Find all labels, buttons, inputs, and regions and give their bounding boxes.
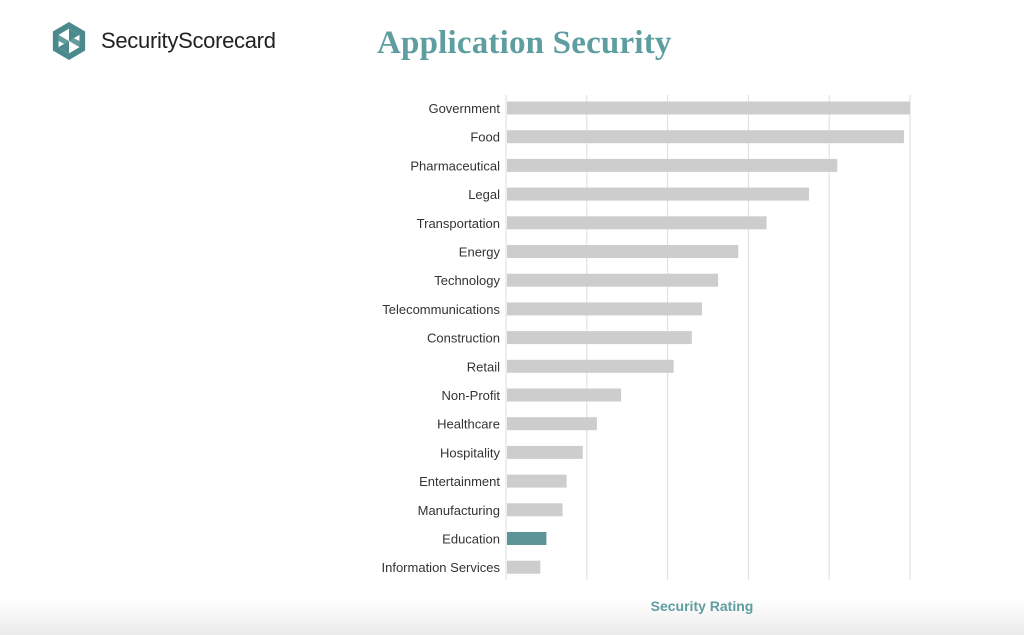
- category-label: Energy: [459, 245, 501, 260]
- bar-education: [507, 532, 547, 545]
- footer-shade: [0, 600, 1024, 635]
- bar-food: [507, 130, 904, 144]
- category-label: Legal: [468, 187, 500, 202]
- category-label: Pharmaceutical: [410, 158, 500, 173]
- bar-healthcare: [507, 417, 597, 431]
- bar-manufacturing: [507, 503, 563, 517]
- brand-name: SecurityScorecard: [101, 28, 276, 53]
- category-label: Education: [442, 532, 500, 547]
- category-label: Transportation: [417, 216, 500, 231]
- bar-information-services: [507, 560, 541, 574]
- x-axis-label: Security Rating: [650, 598, 754, 614]
- category-label: Healthcare: [437, 417, 500, 432]
- category-label: Non-Profit: [441, 388, 500, 403]
- category-label: Telecommunications: [382, 302, 500, 317]
- category-label: Hospitality: [440, 445, 500, 460]
- bar-telecommunications: [507, 302, 702, 316]
- category-label: Food: [470, 130, 500, 145]
- bar-hospitality: [507, 445, 583, 459]
- category-label: Entertainment: [419, 474, 500, 489]
- bar-technology: [507, 273, 719, 287]
- bar-transportation: [507, 216, 767, 230]
- brand-logo: SecurityScorecard: [50, 20, 276, 62]
- category-label: Technology: [434, 273, 500, 288]
- bar-non-profit: [507, 388, 622, 402]
- bar-government: [507, 101, 910, 115]
- bar-construction: [507, 331, 692, 345]
- category-label: Information Services: [382, 560, 501, 575]
- category-label: Manufacturing: [418, 503, 500, 518]
- bar-legal: [507, 187, 809, 201]
- chart-title: Application Security: [377, 25, 672, 61]
- bar-energy: [507, 245, 739, 258]
- category-label: Government: [428, 101, 500, 116]
- bar-entertainment: [507, 474, 567, 488]
- security-scorecard-logo-icon: [52, 22, 86, 60]
- category-label: Retail: [467, 359, 500, 374]
- bar-retail: [507, 359, 674, 373]
- category-label: Construction: [427, 331, 500, 346]
- bar-pharmaceutical: [507, 158, 838, 172]
